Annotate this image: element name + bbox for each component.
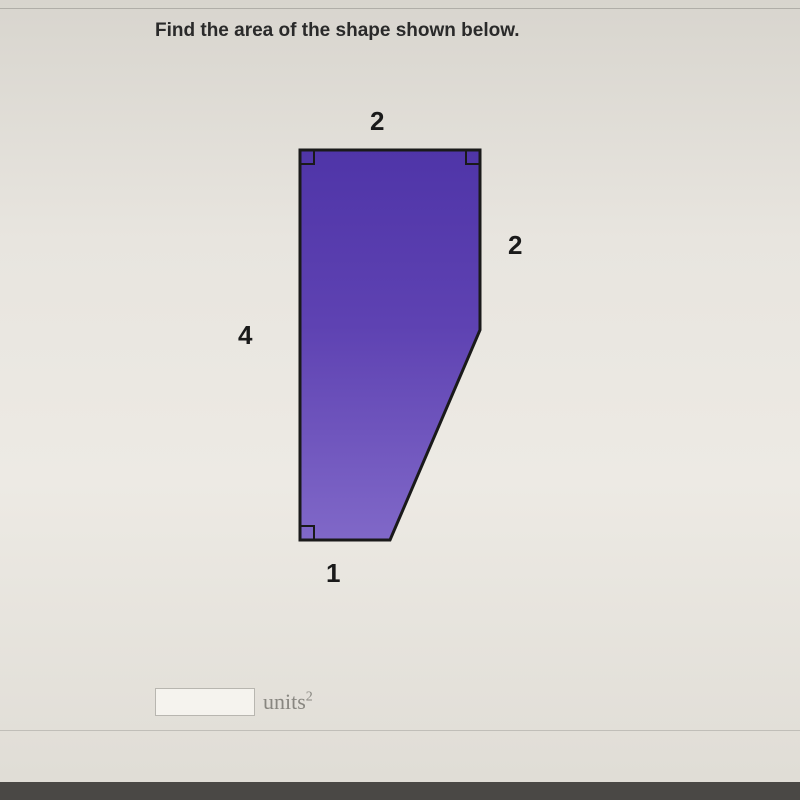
dimension-label-top: 2: [370, 106, 384, 137]
dimension-label-bottom: 1: [326, 558, 340, 589]
units-label: units2: [263, 689, 313, 715]
dimension-label-left: 4: [238, 320, 252, 351]
answer-input[interactable]: [155, 688, 255, 716]
bottom-divider: [0, 730, 800, 731]
units-exponent: 2: [306, 690, 313, 705]
shape-diagram: 2 2 4 1: [240, 110, 560, 590]
pentagon-shape: [280, 140, 490, 550]
bottom-bar: [0, 782, 800, 800]
answer-row: units2: [155, 688, 313, 716]
question-prompt: Find the area of the shape shown below.: [155, 20, 520, 42]
top-divider: [0, 8, 800, 9]
units-text: units: [263, 689, 306, 714]
dimension-label-right: 2: [508, 230, 522, 261]
